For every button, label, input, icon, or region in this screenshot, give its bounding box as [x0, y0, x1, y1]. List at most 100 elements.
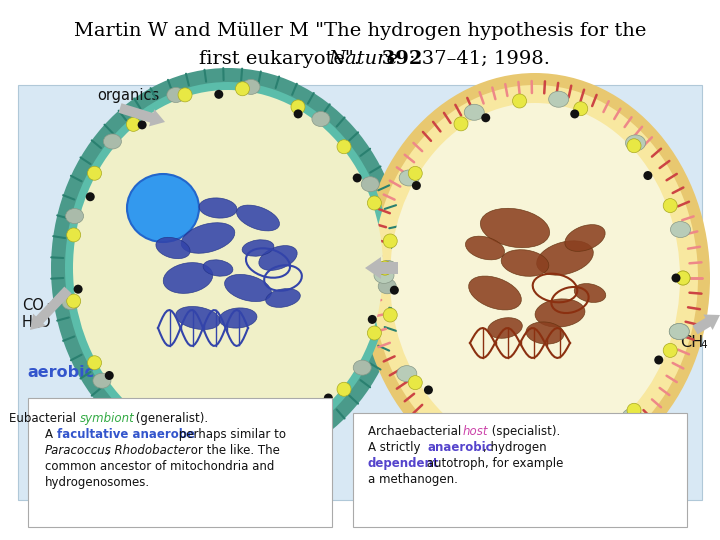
Circle shape: [412, 181, 421, 190]
Ellipse shape: [526, 322, 564, 344]
Text: hydrogenosomes.: hydrogenosomes.: [45, 476, 150, 489]
Ellipse shape: [156, 238, 190, 259]
Text: (specialist).: (specialist).: [488, 425, 560, 438]
Ellipse shape: [378, 279, 396, 294]
Text: CO: CO: [399, 248, 421, 263]
Ellipse shape: [242, 79, 260, 94]
Text: O: O: [38, 315, 50, 330]
Circle shape: [367, 326, 382, 340]
Text: CH: CH: [680, 335, 703, 350]
Circle shape: [170, 426, 179, 435]
Circle shape: [672, 273, 680, 282]
Circle shape: [500, 441, 510, 450]
Circle shape: [627, 139, 641, 153]
Circle shape: [408, 376, 422, 390]
Text: autotroph, for example: autotroph, for example: [423, 457, 563, 470]
Circle shape: [86, 192, 95, 201]
FancyBboxPatch shape: [18, 85, 702, 500]
Circle shape: [424, 386, 433, 394]
Ellipse shape: [181, 222, 235, 253]
Text: Eubacterial: Eubacterial: [9, 412, 80, 425]
Circle shape: [481, 113, 490, 122]
Ellipse shape: [176, 307, 220, 329]
Circle shape: [324, 394, 333, 402]
Text: aerobic: aerobic: [27, 365, 94, 380]
Circle shape: [589, 429, 598, 438]
Ellipse shape: [465, 236, 505, 260]
Circle shape: [383, 308, 397, 322]
Ellipse shape: [225, 274, 271, 301]
Circle shape: [454, 425, 468, 439]
Circle shape: [570, 110, 579, 118]
PathPatch shape: [365, 257, 398, 279]
Ellipse shape: [374, 267, 394, 284]
Circle shape: [383, 234, 397, 248]
Ellipse shape: [203, 260, 233, 276]
Circle shape: [513, 94, 526, 108]
Circle shape: [627, 403, 641, 417]
Circle shape: [408, 166, 422, 180]
Text: 2: 2: [33, 320, 40, 330]
Text: ⁻: ⁻: [431, 263, 438, 276]
Circle shape: [235, 82, 250, 96]
Circle shape: [368, 315, 377, 324]
Ellipse shape: [480, 208, 549, 248]
Circle shape: [67, 294, 81, 308]
Ellipse shape: [298, 420, 316, 434]
Text: : 37–41; 1998.: : 37–41; 1998.: [410, 50, 550, 68]
Ellipse shape: [361, 177, 379, 192]
Ellipse shape: [360, 73, 710, 483]
Text: Archaebacterial: Archaebacterial: [368, 425, 465, 438]
Circle shape: [574, 440, 588, 454]
Ellipse shape: [390, 103, 680, 453]
Text: 2: 2: [419, 252, 426, 262]
Text: H: H: [22, 315, 33, 330]
Circle shape: [663, 199, 678, 213]
Ellipse shape: [127, 174, 199, 242]
Circle shape: [178, 434, 192, 448]
Ellipse shape: [626, 135, 646, 151]
Circle shape: [378, 261, 392, 275]
Circle shape: [513, 448, 526, 462]
Ellipse shape: [163, 262, 212, 293]
Text: Nature: Nature: [328, 50, 399, 68]
Ellipse shape: [51, 68, 405, 468]
Ellipse shape: [399, 170, 419, 186]
Text: Paracoccus: Paracoccus: [45, 444, 112, 457]
Ellipse shape: [258, 246, 297, 271]
Text: symbiont: symbiont: [80, 412, 135, 425]
Ellipse shape: [312, 112, 330, 126]
Ellipse shape: [670, 221, 690, 238]
Text: 2: 2: [46, 303, 53, 313]
Ellipse shape: [372, 85, 698, 471]
Circle shape: [644, 171, 652, 180]
Circle shape: [353, 173, 361, 183]
Circle shape: [367, 196, 382, 210]
Text: prokaryotes: prokaryotes: [404, 195, 500, 210]
FancyBboxPatch shape: [353, 413, 687, 527]
Circle shape: [138, 120, 147, 130]
Ellipse shape: [549, 91, 569, 107]
Circle shape: [663, 343, 678, 357]
Text: H: H: [399, 222, 419, 246]
Circle shape: [251, 435, 260, 443]
Text: CO: CO: [22, 298, 44, 313]
Ellipse shape: [397, 366, 417, 382]
Ellipse shape: [219, 308, 257, 328]
Circle shape: [337, 382, 351, 396]
Text: , Rhodobacter: , Rhodobacter: [107, 444, 190, 457]
Ellipse shape: [464, 104, 485, 120]
Ellipse shape: [152, 427, 170, 442]
Text: common ancestor of mitochondria and: common ancestor of mitochondria and: [45, 460, 274, 473]
Ellipse shape: [167, 87, 185, 103]
Circle shape: [104, 371, 114, 380]
Ellipse shape: [501, 249, 549, 276]
Ellipse shape: [237, 205, 279, 231]
Ellipse shape: [565, 225, 605, 251]
Circle shape: [73, 285, 83, 294]
Circle shape: [574, 102, 588, 116]
Text: 2: 2: [415, 232, 425, 247]
Ellipse shape: [535, 299, 585, 327]
Ellipse shape: [66, 208, 84, 224]
Circle shape: [291, 100, 305, 114]
